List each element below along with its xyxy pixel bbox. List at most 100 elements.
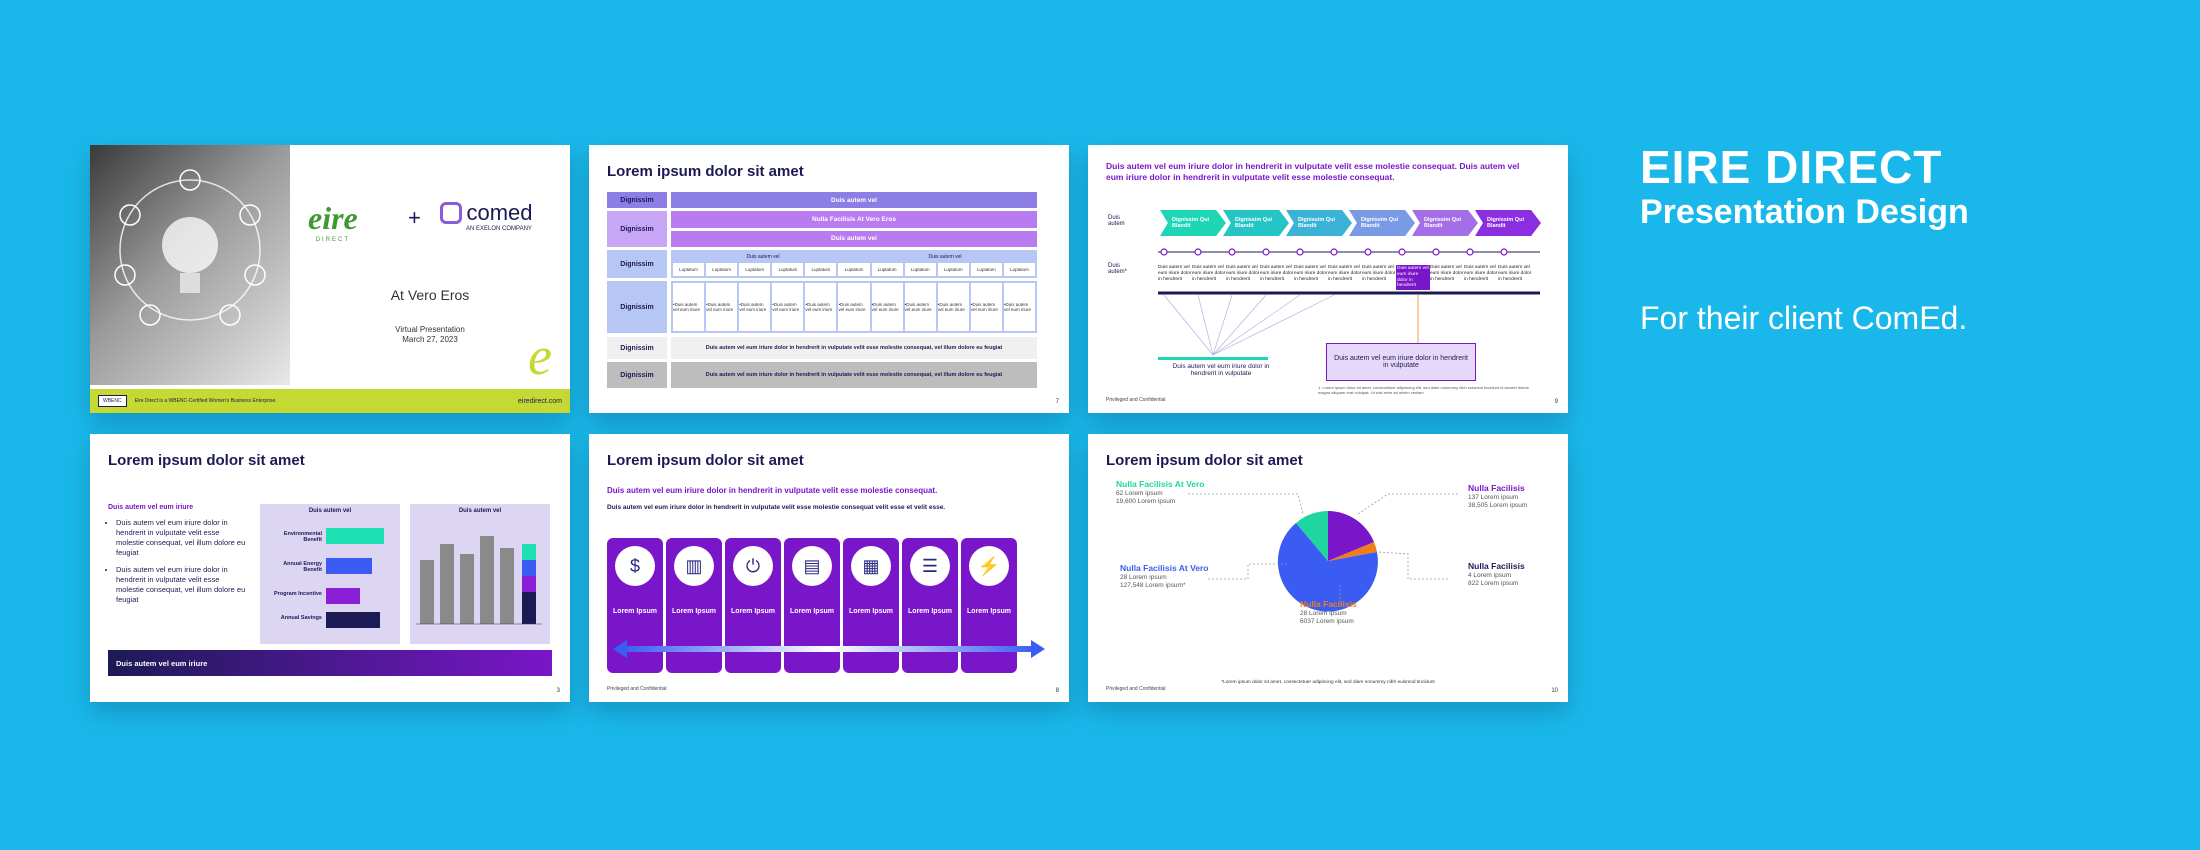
page-number: 8 bbox=[1055, 688, 1059, 694]
bullet-item: Duis autem vel eum iriure dolor in hendr… bbox=[116, 565, 246, 606]
slide5-lead: Duis autem vel eum iriure dolor in hendr… bbox=[607, 486, 938, 495]
chevron-step: Dignissim Qui Blandit bbox=[1160, 210, 1226, 236]
slide1-headline: At Vero Eros bbox=[390, 287, 470, 303]
solar-panel-icon: ▦ bbox=[851, 546, 891, 586]
row-label: Duis autem* bbox=[1108, 263, 1128, 275]
footnote: 1. Lorem ipsum dolor sit amet, consectet… bbox=[1318, 385, 1529, 395]
timeline-cell: Duis autem vel eum iriure dolor in hendr… bbox=[1498, 265, 1532, 282]
bottom-banner: Duis autem vel eum iriure bbox=[108, 650, 552, 676]
row-label: Dignissim bbox=[607, 337, 667, 359]
timeline-cell-highlight: Duis autem vel eum iriure dolor in hendr… bbox=[1396, 265, 1430, 290]
timeline-cell: Duis autem vel eum iriure dolor in hendr… bbox=[1430, 265, 1464, 282]
row-label: Dignissim bbox=[607, 362, 667, 388]
chevron-step: Dignissim Qui Blandit bbox=[1286, 210, 1352, 236]
corner-letter: e bbox=[528, 326, 552, 386]
confidential-note: Privileged and Confidential bbox=[607, 686, 667, 692]
slide1-line2: March 27, 2023 bbox=[402, 335, 458, 344]
page-number: 9 bbox=[1554, 399, 1558, 405]
row-label: Dignissim bbox=[607, 192, 667, 208]
page-number: 3 bbox=[556, 688, 560, 694]
chevron-step: Dignissim Qui Blandit bbox=[1475, 210, 1541, 236]
chevron-step: Dignissim Qui Blandit bbox=[1349, 210, 1415, 236]
document-icon: ☰ bbox=[910, 546, 950, 586]
slide-table-thumbnail[interactable]: Lorem ipsum dolor sit amet Dignissim Dui… bbox=[589, 145, 1069, 413]
comed-logo-sub: AN EXELON COMPANY bbox=[466, 226, 532, 232]
callout-line: 127,548 Lorem ipsum* bbox=[1120, 581, 1186, 589]
timeline-cell: Duis autem vel eum iriure dolor in hendr… bbox=[1226, 265, 1260, 282]
comed-logo: comed bbox=[466, 200, 533, 225]
callout-line: 19,600 Lorem ipsum bbox=[1116, 497, 1176, 505]
timeline-cell: Duis autem vel eum iriure dolor in hendr… bbox=[1464, 265, 1498, 282]
bullet-cells: •Duis autem vel eum iriure •Duis autem ve… bbox=[671, 281, 1037, 333]
callout-right: Duis autem vel eum iriure dolor in hendr… bbox=[1326, 343, 1476, 381]
footer-text: Eire Direct is a WBENC-Certified Women's… bbox=[134, 398, 277, 404]
slide1-line1: Virtual Presentation bbox=[395, 325, 465, 334]
factory-icon: ▥ bbox=[674, 546, 714, 586]
eire-logo-sub: DIRECT bbox=[315, 237, 351, 243]
callout-title: Nulla Facilisis At Vero bbox=[1120, 563, 1209, 573]
chart-title: Duis autem vel bbox=[458, 508, 502, 514]
slide5-sub: Duis autem vel eum iriure dolor in hendr… bbox=[607, 504, 946, 511]
bar bbox=[326, 612, 380, 628]
row-cell: Duis autem vel bbox=[671, 230, 1037, 247]
callout-title: Nulla Facilisis At Vero bbox=[1116, 479, 1205, 489]
column-bars bbox=[416, 536, 542, 625]
plug-icon: ⏻ bbox=[733, 546, 773, 586]
slide-title-thumbnail[interactable]: eire DIRECT + comed AN EXELON COMPANY At… bbox=[90, 145, 570, 413]
slide5-title: Lorem ipsum dolor sit amet bbox=[607, 452, 804, 469]
chart-icon: ▤ bbox=[792, 546, 832, 586]
row-label: Dignissim bbox=[607, 250, 667, 278]
callout-line: 28 Lorem ipsum bbox=[1120, 573, 1167, 581]
timeline-cell: Duis autem vel eum iriure dolor in hendr… bbox=[1260, 265, 1294, 282]
timeline-cell: Duis autem vel eum iriure dolor in hendr… bbox=[1362, 265, 1396, 282]
luptatum-cells: Luptatum Luptatum Luptatum Luptatum Luptatum… bbox=[673, 263, 1036, 276]
chevron-step: Dignissim Qui Blandit bbox=[1223, 210, 1289, 236]
chevron-step: Dignissim Qui Blandit bbox=[1412, 210, 1478, 236]
bullet-item: Duis autem vel eum iriure dolor in hendr… bbox=[116, 518, 246, 559]
chart-label: Program Incentive bbox=[274, 591, 322, 597]
row-cell: Duis autem vel eum iriure dolor in hendr… bbox=[671, 337, 1037, 359]
money-icon: $ bbox=[615, 546, 655, 586]
slide3-title: Duis autem vel eum iriure dolor in hendr… bbox=[1106, 161, 1520, 183]
pie-chart bbox=[1188, 493, 1458, 612]
callout-left: Duis autem vel eum iriure dolor in hendr… bbox=[1172, 363, 1270, 377]
plus-sign: + bbox=[408, 205, 421, 230]
eire-logo: eire bbox=[308, 200, 358, 236]
confidential-note: Privileged and Confidential bbox=[1106, 686, 1166, 692]
slide1-footer: WBENC Eire Direct is a WBENC-Certified W… bbox=[90, 389, 570, 413]
chart-label: Annual Savings bbox=[280, 615, 322, 621]
row-label: Dignissim bbox=[607, 211, 667, 247]
callout-title: Nulla Facilisis bbox=[1468, 483, 1525, 493]
slide-pie-thumbnail[interactable]: Lorem ipsum dolor sit amet Nulla Facilis… bbox=[1088, 434, 1568, 702]
timeline-cell: Duis autem vel eum iriure dolor in hendr… bbox=[1294, 265, 1328, 282]
timeline-cell: Duis autem vel eum iriure dolor in hendr… bbox=[1158, 265, 1192, 282]
chart-label: Environmental Benefit bbox=[283, 531, 322, 543]
chart-title: Duis autem vel bbox=[308, 508, 352, 514]
row-cell: Duis autem vel bbox=[746, 253, 780, 260]
slide-process-thumbnail[interactable]: Lorem ipsum dolor sit amet Duis autem ve… bbox=[589, 434, 1069, 702]
page-number: 10 bbox=[1551, 688, 1558, 694]
timeline-graphic bbox=[1158, 248, 1540, 360]
footer-url: eiredirect.com bbox=[518, 397, 562, 405]
wbenc-badge: WBENC bbox=[98, 395, 127, 407]
callout-line: 822 Lorem ipsum bbox=[1468, 579, 1519, 587]
row-label: Duis autem bbox=[1108, 215, 1125, 227]
slide-bar-charts-thumbnail[interactable]: Lorem ipsum dolor sit amet Duis autem ve… bbox=[90, 434, 570, 702]
row-cell: Duis autem vel eum iriure dolor in hendr… bbox=[671, 362, 1037, 388]
callout-line: 4 Lorem ipsum bbox=[1468, 571, 1511, 579]
bar bbox=[326, 588, 360, 604]
timeline-cell: Duis autem vel eum iriure dolor in hendr… bbox=[1192, 265, 1226, 282]
callout-title: Nulla Facilisis bbox=[1300, 599, 1357, 609]
slide4-title: Lorem ipsum dolor sit amet bbox=[108, 452, 305, 469]
callout-line: 62 Lorem ipsum bbox=[1116, 489, 1163, 497]
slide-timeline-thumbnail[interactable]: Duis autem vel eum iriure dolor in hendr… bbox=[1088, 145, 1568, 413]
slide4-subhead: Duis autem vel eum iriure bbox=[108, 504, 194, 511]
row-cell: Duis autem vel bbox=[671, 192, 1037, 208]
double-arrow-icon bbox=[613, 640, 1045, 658]
footnote: *Lorem ipsum dolor sit amet, consectetue… bbox=[1221, 680, 1435, 685]
callout-line: 6037 Lorem ipsum bbox=[1300, 617, 1354, 625]
row-cell: Nulla Facilisis At Vero Eros bbox=[671, 211, 1037, 228]
brand-title: EIRE DIRECT bbox=[1640, 141, 1943, 193]
callout-line: 137 Lorem ipsum bbox=[1468, 493, 1519, 501]
confidential-note: Privileged and Confidential bbox=[1106, 397, 1166, 403]
